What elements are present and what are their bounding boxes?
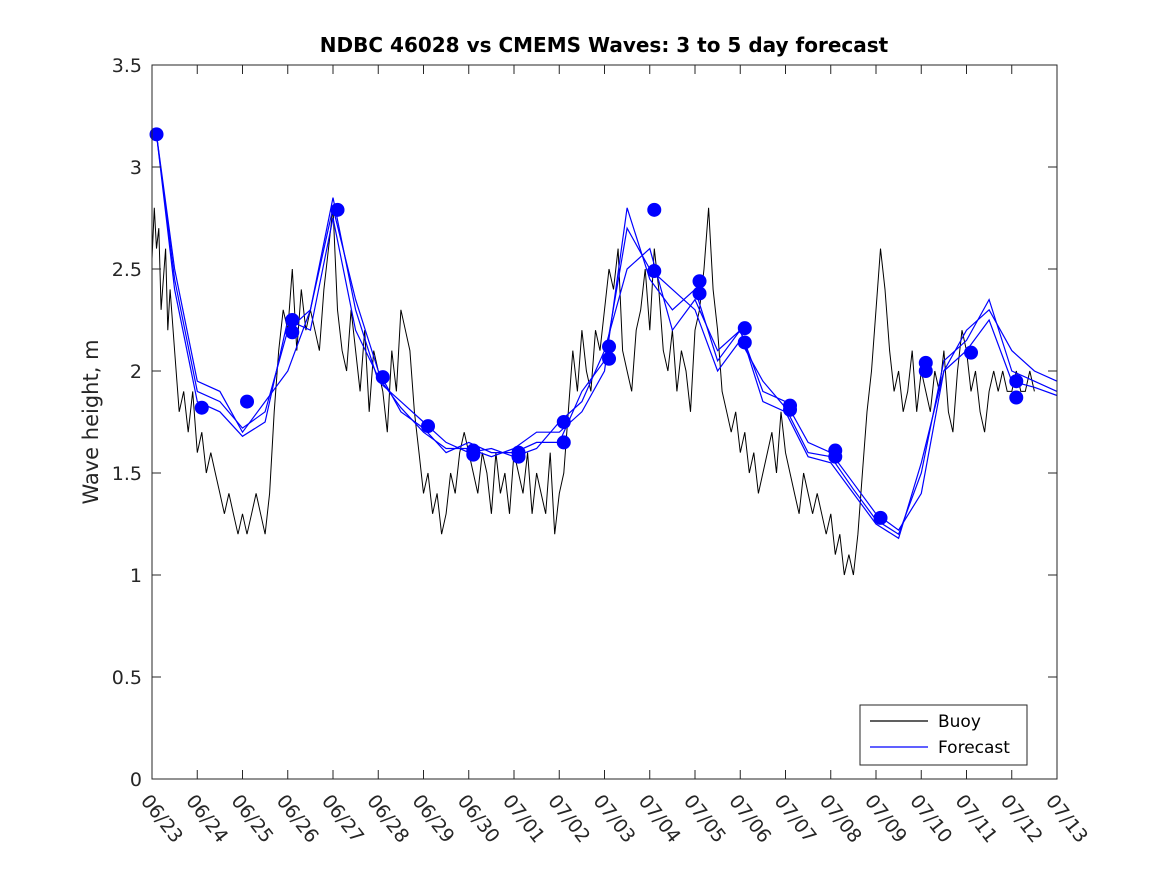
forecast-marker [149,127,164,142]
forecast-marker [511,449,526,464]
forecast-marker [421,419,436,434]
forecast-marker [194,400,209,415]
forecast-marker [602,339,617,354]
forecast-marker [828,449,843,464]
forecast-marker [692,286,707,301]
legend-box [859,704,1028,766]
forecast-marker [918,364,933,378]
forecast-marker [240,394,255,409]
forecast-marker [330,202,345,217]
forecast-marker [556,435,571,450]
forecast-marker [556,415,571,429]
forecast-marker [375,370,390,385]
forecast-marker [647,202,662,217]
forecast-marker [737,335,752,350]
forecast-marker [285,325,300,340]
legend: Buoy Forecast [859,704,1028,766]
forecast-line [155,134,1058,540]
forecast-marker [692,274,707,289]
plot-area [149,127,1058,576]
legend-label-buoy: Buoy [938,712,981,732]
forecast-marker [285,313,300,327]
y-tick-label: 1 [130,565,142,587]
y-axis-label: Wave height, m [79,339,103,504]
forecast-marker [1009,390,1024,405]
forecast-marker [466,447,481,462]
y-tick-label: 3 [130,157,142,179]
y-tick-label: 1.5 [112,463,142,485]
y-tick-label: 0 [130,769,142,791]
forecast-marker [647,264,662,279]
forecast-marker [873,510,888,525]
forecast-marker [964,345,979,360]
y-tick-label: 3.5 [112,55,142,77]
legend-label-forecast: Forecast [938,738,1010,758]
forecast-marker [737,321,752,336]
y-tick-label: 2 [130,361,142,383]
y-tick-label: 0.5 [112,667,142,689]
y-tick-label: 2.5 [112,259,142,281]
y-axis: 0 0.5 1 1.5 2 2.5 3 3.5 [112,55,1057,791]
forecast-marker [783,402,798,417]
chart-title: NDBC 46028 vs CMEMS Waves: 3 to 5 day fo… [320,33,889,57]
forecast-marker [1009,374,1024,389]
marker-layer [149,127,1024,525]
forecast-marker [602,351,617,366]
